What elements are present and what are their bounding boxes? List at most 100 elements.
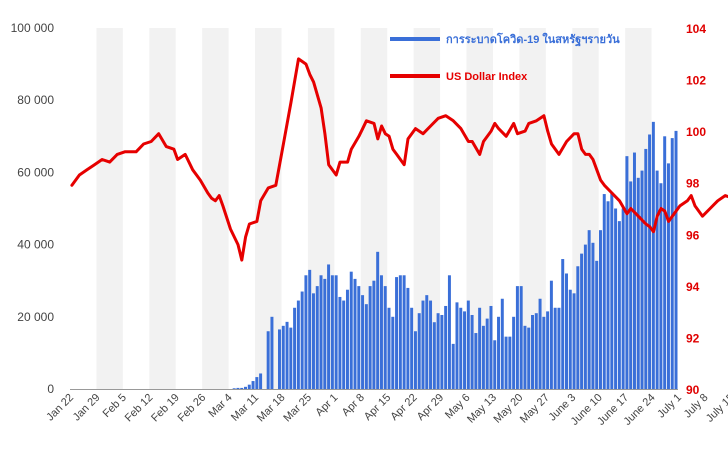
case-bar: [398, 275, 402, 389]
case-bar: [440, 314, 444, 389]
case-bar: [493, 340, 497, 389]
case-bar: [515, 286, 519, 389]
case-bar: [391, 316, 395, 389]
case-bar: [451, 343, 455, 389]
x-tick-label: Mar 18: [255, 392, 288, 425]
case-bar: [425, 295, 429, 389]
case-bar: [617, 221, 621, 389]
case-bar: [587, 230, 591, 389]
case-bar: [342, 300, 346, 389]
x-tick-label: Mar 25: [281, 392, 314, 425]
legend: การระบาดโควิด-19 ในสหรัฐฯรายวัน US Dolla…: [390, 32, 620, 83]
case-bar: [285, 321, 289, 389]
case-bar: [538, 298, 542, 389]
case-bar: [278, 329, 281, 389]
case-bar: [334, 275, 338, 389]
left-tick-label: 20 000: [17, 310, 54, 324]
left-tick-label: 100 000: [11, 21, 55, 35]
case-bar: [330, 275, 334, 389]
case-bar: [576, 266, 580, 389]
case-bar: [436, 313, 440, 389]
case-bar: [549, 280, 553, 389]
case-bar: [463, 311, 467, 389]
case-bar: [466, 300, 470, 389]
x-tick-label: Mar 11: [229, 392, 261, 424]
case-bar: [523, 325, 527, 389]
case-bar: [598, 230, 602, 389]
case-bar: [542, 316, 546, 389]
case-bar: [602, 194, 606, 389]
case-bar: [489, 305, 493, 389]
case-bar: [531, 314, 534, 389]
case-bar: [447, 275, 451, 389]
left-tick-label: 60 000: [17, 165, 54, 179]
case-bar: [387, 307, 391, 389]
case-bar: [281, 325, 285, 389]
case-bar: [259, 373, 263, 389]
case-bar: [636, 177, 640, 389]
case-bar: [565, 273, 568, 389]
case-bar: [379, 275, 383, 389]
case-bar: [651, 121, 655, 390]
case-bar: [311, 293, 315, 389]
x-tick-label: Feb 26: [176, 392, 209, 425]
x-tick-label: July 1: [655, 392, 684, 421]
case-bar: [240, 387, 244, 389]
right-tick-label: 102: [686, 74, 706, 88]
case-bar: [266, 331, 270, 389]
grid-band: [149, 28, 176, 389]
case-bar: [304, 275, 308, 389]
case-bar: [595, 260, 599, 389]
case-bar: [644, 148, 648, 389]
case-bar: [406, 287, 410, 389]
case-bar: [459, 307, 463, 389]
daily-cases-bars: [232, 121, 678, 390]
case-bar: [364, 304, 368, 389]
case-bar: [327, 264, 331, 389]
case-bar: [247, 384, 251, 389]
case-bar: [357, 286, 361, 389]
case-bar: [429, 300, 433, 389]
case-bar: [557, 307, 561, 389]
case-bar: [376, 251, 380, 389]
case-bar: [289, 327, 293, 389]
case-bar: [485, 318, 489, 389]
x-tick-label: Jan 29: [71, 392, 103, 424]
x-tick-label: Feb 12: [123, 392, 156, 425]
right-tick-label: 98: [686, 177, 700, 191]
x-tick-label: Apr 22: [388, 392, 419, 423]
case-bar: [270, 316, 274, 389]
case-bar: [432, 322, 436, 389]
case-bar: [308, 269, 312, 389]
legend-label-cases: การระบาดโควิด-19 ในสหรัฐฯรายวัน: [446, 32, 620, 47]
x-tick-label: Apr 29: [415, 392, 446, 423]
case-bar: [629, 181, 633, 389]
case-bar: [648, 134, 652, 389]
right-tick-label: 104: [686, 22, 706, 36]
case-bar: [244, 386, 247, 389]
case-bar: [345, 289, 349, 389]
case-bar: [478, 307, 482, 389]
case-bar: [674, 130, 678, 389]
case-bar: [421, 300, 425, 389]
case-bar: [500, 298, 504, 389]
right-tick-label: 96: [686, 228, 700, 242]
x-tick-label: Jan 22: [44, 392, 76, 424]
case-bar: [621, 208, 625, 389]
case-bar: [383, 286, 387, 389]
case-bar: [519, 286, 523, 389]
x-tick-label: Feb 19: [149, 392, 182, 425]
case-bar: [402, 275, 406, 389]
x-tick-label: July 15: [704, 392, 728, 425]
case-bar: [670, 138, 674, 389]
case-bar: [583, 244, 587, 389]
case-bar: [349, 271, 353, 389]
right-axis-ticks: 90 92 94 96 98 100 102 104: [686, 22, 706, 397]
case-bar: [527, 327, 531, 389]
case-bar: [553, 307, 557, 389]
case-bar: [606, 201, 610, 389]
right-tick-label: 90: [686, 383, 700, 397]
case-bar: [568, 289, 572, 389]
case-bar: [546, 311, 550, 389]
